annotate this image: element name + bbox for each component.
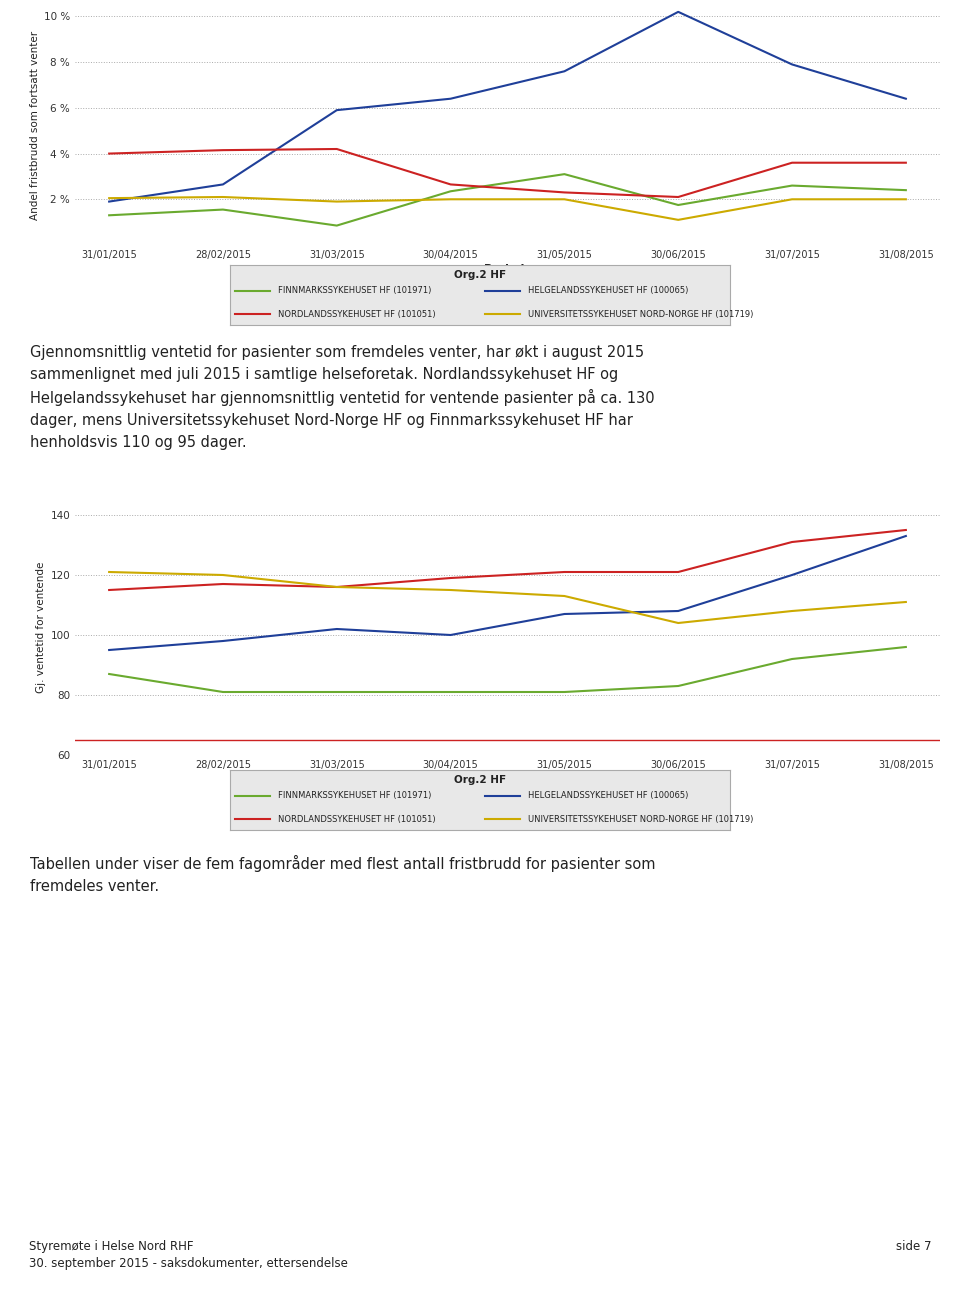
X-axis label: Periode: Periode [484,263,532,274]
Text: side 7: side 7 [896,1240,931,1253]
Text: HELGELANDSSYKEHUSET HF (100065): HELGELANDSSYKEHUSET HF (100065) [527,792,688,801]
Text: NORDLANDSSYKEHUSET HF (101051): NORDLANDSSYKEHUSET HF (101051) [277,310,435,319]
Y-axis label: Andel fristbrudd som fortsatt venter: Andel fristbrudd som fortsatt venter [30,30,39,219]
Text: UNIVERSITETSSYKEHUSET NORD-NORGE HF (101719): UNIVERSITETSSYKEHUSET NORD-NORGE HF (101… [527,310,753,319]
Text: Tabellen under viser de fem fagområder med flest antall fristbrudd for pasienter: Tabellen under viser de fem fagområder m… [30,855,656,893]
Text: HELGELANDSSYKEHUSET HF (100065): HELGELANDSSYKEHUSET HF (100065) [527,287,688,296]
Text: FINNMARKSSYKEHUSET HF (101971): FINNMARKSSYKEHUSET HF (101971) [277,287,431,296]
Text: NORDLANDSSYKEHUSET HF (101051): NORDLANDSSYKEHUSET HF (101051) [277,815,435,824]
Text: Styremøte i Helse Nord RHF
30. september 2015 - saksdokumenter, ettersendelse: Styremøte i Helse Nord RHF 30. september… [29,1240,348,1269]
Text: Gjennomsnittlig ventetid for pasienter som fremdeles venter, har økt i august 20: Gjennomsnittlig ventetid for pasienter s… [30,345,655,449]
Y-axis label: Gj. ventetid for ventende: Gj. ventetid for ventende [36,562,46,693]
X-axis label: Periode: Periode [484,774,532,784]
Text: Org.2 HF: Org.2 HF [454,270,506,280]
Text: Org.2 HF: Org.2 HF [454,775,506,785]
Text: UNIVERSITETSSYKEHUSET NORD-NORGE HF (101719): UNIVERSITETSSYKEHUSET NORD-NORGE HF (101… [527,815,753,824]
Text: FINNMARKSSYKEHUSET HF (101971): FINNMARKSSYKEHUSET HF (101971) [277,792,431,801]
